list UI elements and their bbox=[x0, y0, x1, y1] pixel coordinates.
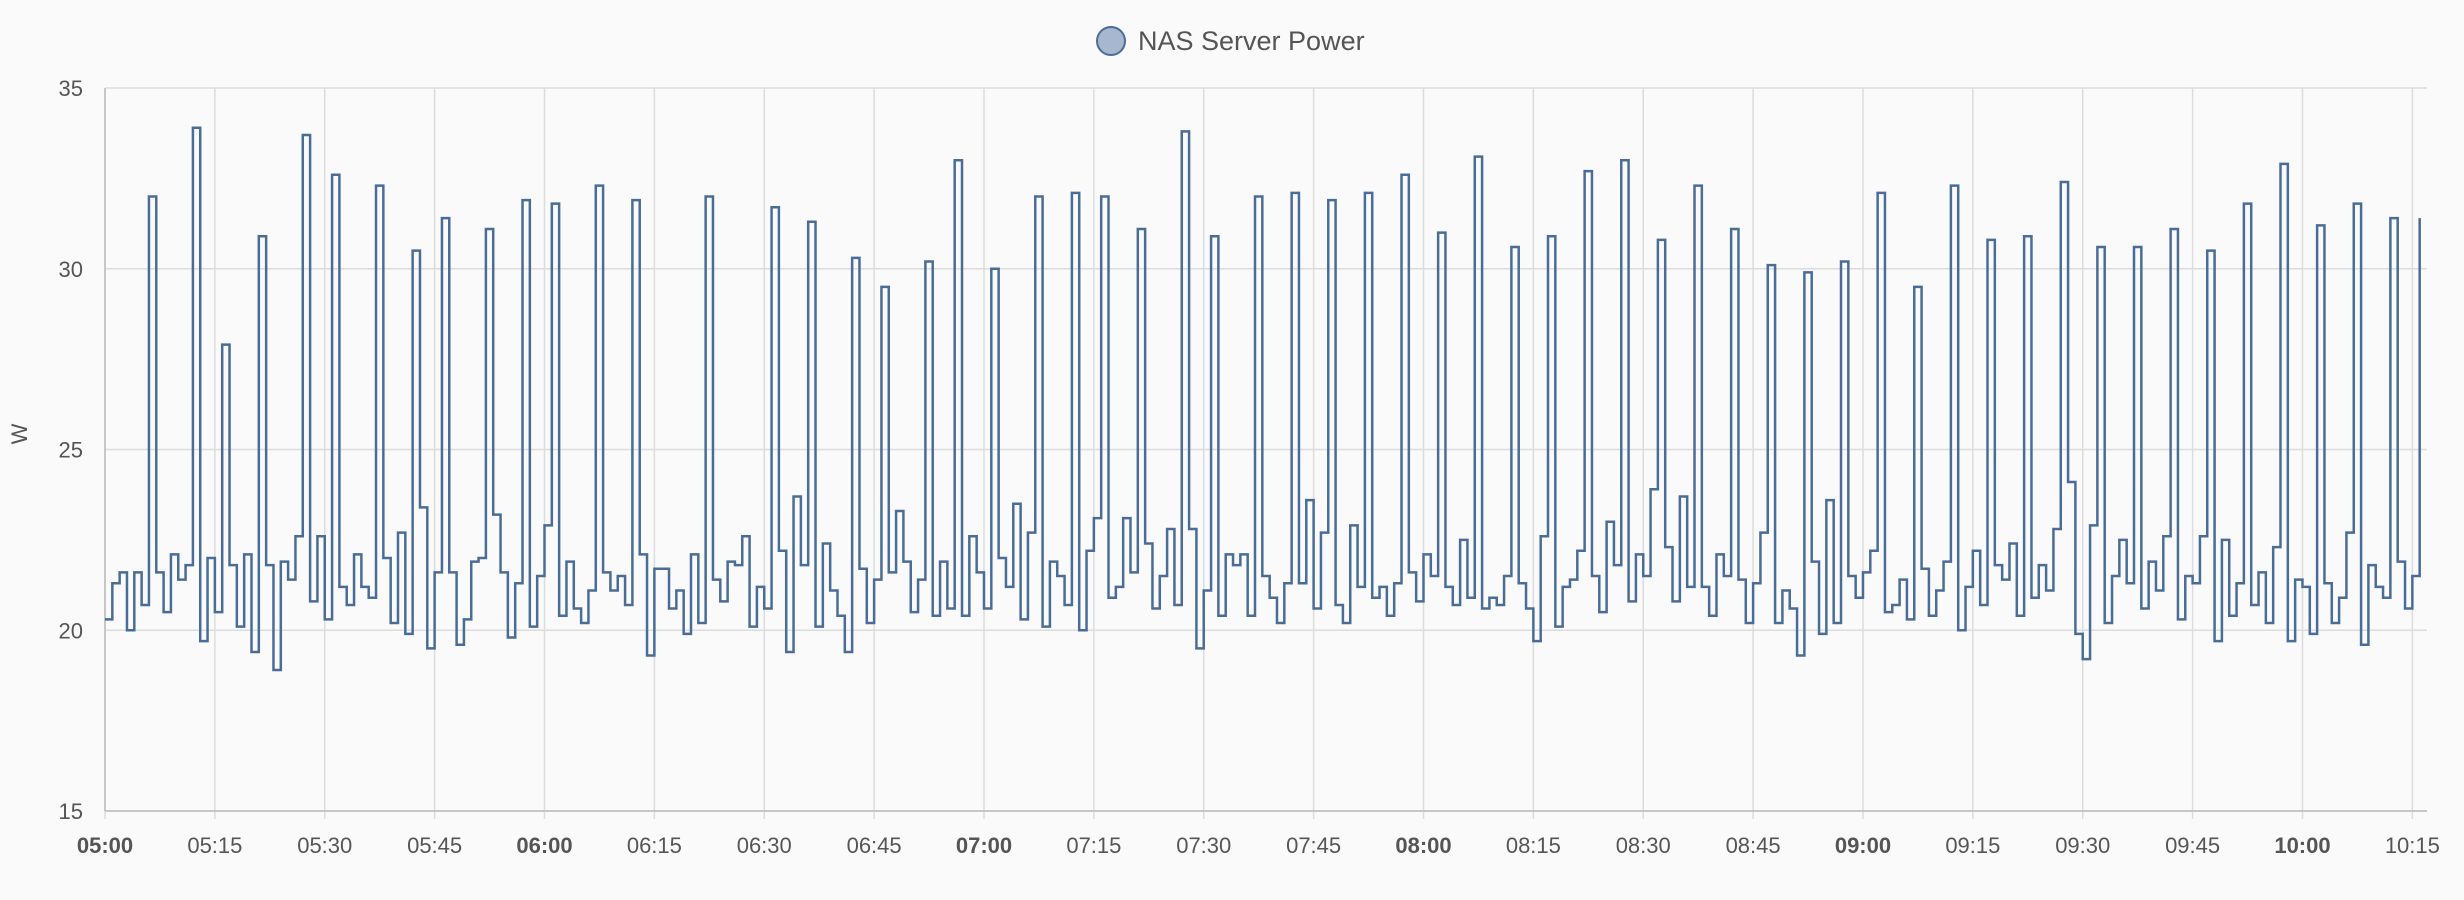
x-tick-label: 09:45 bbox=[2165, 833, 2220, 858]
x-tick-label: 05:45 bbox=[407, 833, 462, 858]
x-tick-label: 06:15 bbox=[627, 833, 682, 858]
x-tick-label: 05:00 bbox=[77, 833, 133, 858]
x-tick-label: 06:45 bbox=[847, 833, 902, 858]
x-tick-label: 08:15 bbox=[1506, 833, 1561, 858]
y-tick-label: 35 bbox=[59, 76, 83, 101]
legend-marker bbox=[1096, 26, 1126, 56]
x-tick-label: 08:30 bbox=[1616, 833, 1671, 858]
x-tick-label: 07:15 bbox=[1066, 833, 1121, 858]
x-tick-label: 05:15 bbox=[187, 833, 242, 858]
y-tick-label: 15 bbox=[59, 799, 83, 824]
data-line bbox=[105, 126, 2421, 672]
x-tick-label: 10:15 bbox=[2385, 833, 2440, 858]
x-tick-label: 07:45 bbox=[1286, 833, 1341, 858]
x-tick-label: 05:30 bbox=[297, 833, 352, 858]
y-tick-label: 30 bbox=[59, 257, 83, 282]
legend-label: NAS Server Power bbox=[1138, 26, 1365, 56]
y-tick-label: 25 bbox=[59, 438, 83, 463]
x-tick-label: 08:00 bbox=[1395, 833, 1451, 858]
x-tick-label: 09:30 bbox=[2055, 833, 2110, 858]
x-tick-label: 10:00 bbox=[2274, 833, 2330, 858]
y-axis-label: W bbox=[7, 423, 32, 444]
y-tick-label: 20 bbox=[59, 618, 83, 643]
x-tick-label: 06:30 bbox=[737, 833, 792, 858]
x-tick-label: 06:00 bbox=[516, 833, 572, 858]
x-tick-label: 08:45 bbox=[1726, 833, 1781, 858]
x-tick-label: 09:15 bbox=[1945, 833, 2000, 858]
x-tick-label: 07:30 bbox=[1176, 833, 1231, 858]
x-tick-label: 09:00 bbox=[1835, 833, 1891, 858]
x-tick-label: 07:00 bbox=[956, 833, 1012, 858]
